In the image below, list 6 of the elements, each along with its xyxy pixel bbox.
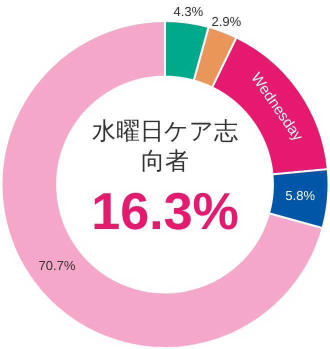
data-label: 2.9% [212,14,242,29]
data-label: 5.8% [285,188,316,203]
data-label: 16.3% [91,182,239,241]
data-label: 4.3% [174,4,204,20]
text: 水曜日ケア志向者 [92,118,238,176]
data-label: 70.7% [38,258,76,274]
